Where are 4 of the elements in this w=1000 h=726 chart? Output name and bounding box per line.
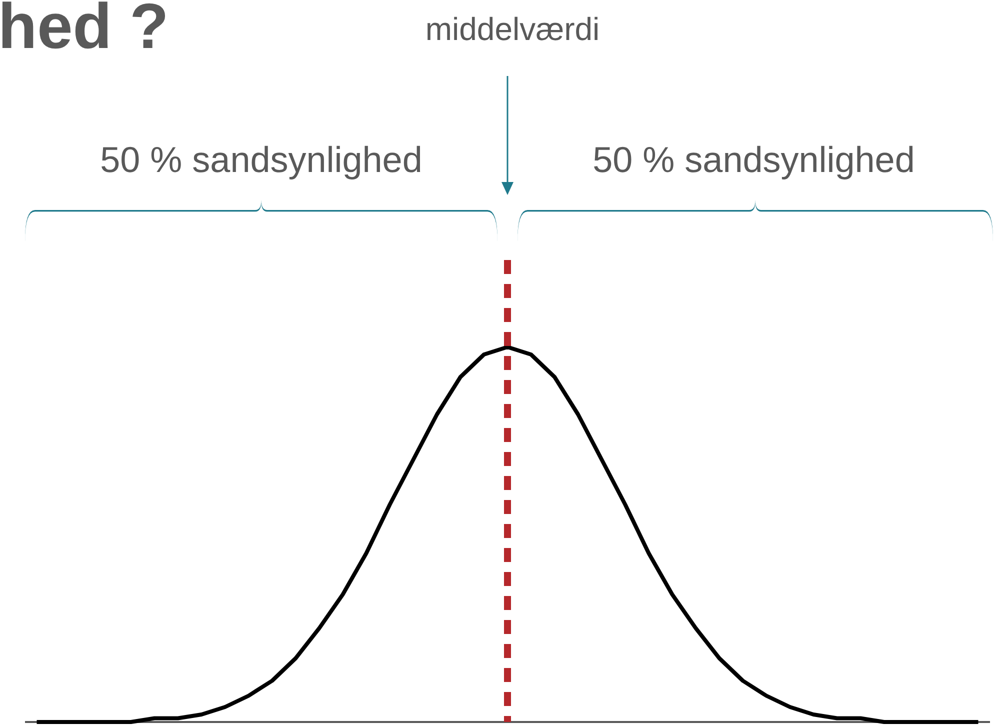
text: 50 % sandsynlighed: [100, 139, 422, 180]
chart-title: hed ?: [0, 0, 169, 62]
text: middelværdi: [425, 11, 600, 47]
text: 50 % sandsynlighed: [592, 139, 915, 180]
